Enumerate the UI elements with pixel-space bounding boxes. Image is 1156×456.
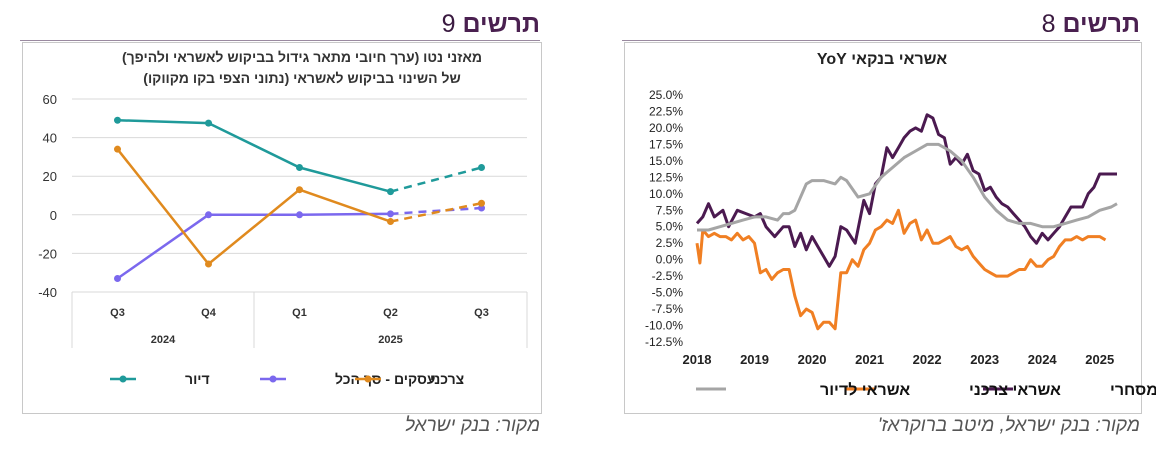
chart9-series-line xyxy=(117,118,391,193)
chart9-heading: תרשים 9 xyxy=(442,10,540,39)
chart9-source: מקור: בנק ישראל xyxy=(404,415,540,436)
chart8-heading-number: 8 xyxy=(1041,10,1056,38)
chart8-ytick-label: 22.5% xyxy=(649,104,683,118)
chart9-legend-label: עסקים - סך הכל xyxy=(335,371,436,387)
chart9-data-point xyxy=(387,188,394,196)
chart9-series-line xyxy=(116,212,391,280)
chart8-xtick-label: 2024 xyxy=(1028,352,1058,367)
chart9-legend-label: צרכני xyxy=(430,371,464,387)
chart8-series-line xyxy=(697,142,1118,232)
chart8-ytick-label: -5.0% xyxy=(652,286,684,300)
chart9-ytick-label: -20 xyxy=(38,246,57,261)
chart9-data-point xyxy=(387,210,394,218)
chart9-xtick-label: Q3 xyxy=(474,307,489,319)
chart9-subtitle: של השינוי בביקוש לאשראי (נתוני הצפי בקו … xyxy=(143,70,460,86)
chart9-series-line xyxy=(116,148,391,266)
chart8-ytick-label: -10.0% xyxy=(645,319,683,333)
chart9-data-point xyxy=(478,164,485,172)
chart9-data-point xyxy=(478,204,485,212)
chart8-ytick-label: 0.0% xyxy=(656,253,684,267)
chart8-ytick-label: 10.0% xyxy=(649,187,683,201)
chart8-series-line xyxy=(695,113,1117,268)
chart9-data-point xyxy=(205,211,212,219)
chart9-ytick-label: 20 xyxy=(43,169,57,184)
chart8-legend-label: אשראי מסחרי xyxy=(1110,382,1156,399)
chart9-series-forecast-line xyxy=(390,201,482,223)
chart8-xtick-label: 2018 xyxy=(683,352,712,367)
chart8-legend-label: אשראי צרכני xyxy=(969,382,1061,399)
chart9-xtick-label: Q4 xyxy=(201,307,217,319)
chart9-data-point xyxy=(205,119,212,127)
chart8-xtick-label: 2025 xyxy=(1085,352,1114,367)
chart9-heading-number: 9 xyxy=(441,10,456,38)
chart8-ytick-label: 2.5% xyxy=(656,236,684,250)
chart9-ytick-label: 0 xyxy=(50,208,57,223)
chart9-data-point xyxy=(296,186,303,194)
chart9-year-label: 2024 xyxy=(151,334,176,346)
chart9-data-point xyxy=(478,199,485,207)
chart8-ytick-label: 5.0% xyxy=(656,220,684,234)
chart8-ytick-label: 12.5% xyxy=(649,170,683,184)
chart9-data-point xyxy=(114,145,121,153)
chart8-title: אשראי בנקאי YoY xyxy=(817,51,947,68)
chart8-ytick-label: 17.5% xyxy=(649,137,683,151)
chart9-series-forecast-line xyxy=(390,166,482,193)
chart9-data-point xyxy=(387,218,394,226)
chart9-legend-marker xyxy=(269,375,277,383)
chart9-title: מאזני נטו (ערך חיובי מתאר גידול בביקוש ל… xyxy=(122,49,482,65)
chart8-xtick-label: 2022 xyxy=(913,352,942,367)
chart8-source: מקור: בנק ישראל, מיטב ברוקראז' xyxy=(877,415,1140,436)
chart9-legend-marker xyxy=(119,375,127,383)
chart9-year-label: 2025 xyxy=(378,334,402,346)
chart8-ytick-label: -2.5% xyxy=(652,269,684,283)
chart9-ytick-label: 40 xyxy=(43,131,57,146)
chart9-data-point xyxy=(205,260,212,268)
chart8-xtick-label: 2023 xyxy=(970,352,999,367)
chart8-heading-word: תרשים xyxy=(1062,10,1140,38)
chart9-series-forecast-line xyxy=(390,206,482,216)
chart8-ytick-label: 7.5% xyxy=(656,203,684,217)
chart8-legend-label: אשראי לדיור xyxy=(820,381,910,399)
chart9-xtick-label: Q1 xyxy=(292,307,307,319)
chart8-series-line xyxy=(695,208,1107,331)
chart8-ytick-label: 20.0% xyxy=(649,121,683,135)
chart9-data-point xyxy=(296,164,303,172)
chart8-ytick-label: -7.5% xyxy=(652,302,684,316)
chart9-data-point xyxy=(114,274,121,282)
chart9-frame xyxy=(22,42,542,414)
chart8-xtick-label: 2019 xyxy=(740,352,769,367)
chart9-ytick-label: 60 xyxy=(43,92,57,107)
chart8-heading-rule xyxy=(622,40,1140,41)
chart8-ytick-label: -12.5% xyxy=(645,335,683,349)
chart9-data-point xyxy=(114,116,121,124)
chart9-heading-word: תרשים xyxy=(462,10,540,38)
chart8-ytick-label: 25.0% xyxy=(649,88,683,102)
chart9-legend-marker xyxy=(364,375,372,383)
chart8-xtick-label: 2021 xyxy=(855,352,884,367)
chart8-heading: תרשים 8 xyxy=(1042,10,1140,39)
chart8-ytick-label: 15.0% xyxy=(649,154,683,168)
chart8-xtick-label: 2020 xyxy=(798,352,827,367)
chart9-ytick-label: -40 xyxy=(38,285,57,300)
chart9-heading-rule xyxy=(20,40,540,41)
chart9-xtick-label: Q3 xyxy=(110,307,125,319)
chart9-xtick-label: Q2 xyxy=(383,307,398,319)
chart9-data-point xyxy=(296,211,303,219)
chart9-legend-label: דיור xyxy=(185,371,210,387)
